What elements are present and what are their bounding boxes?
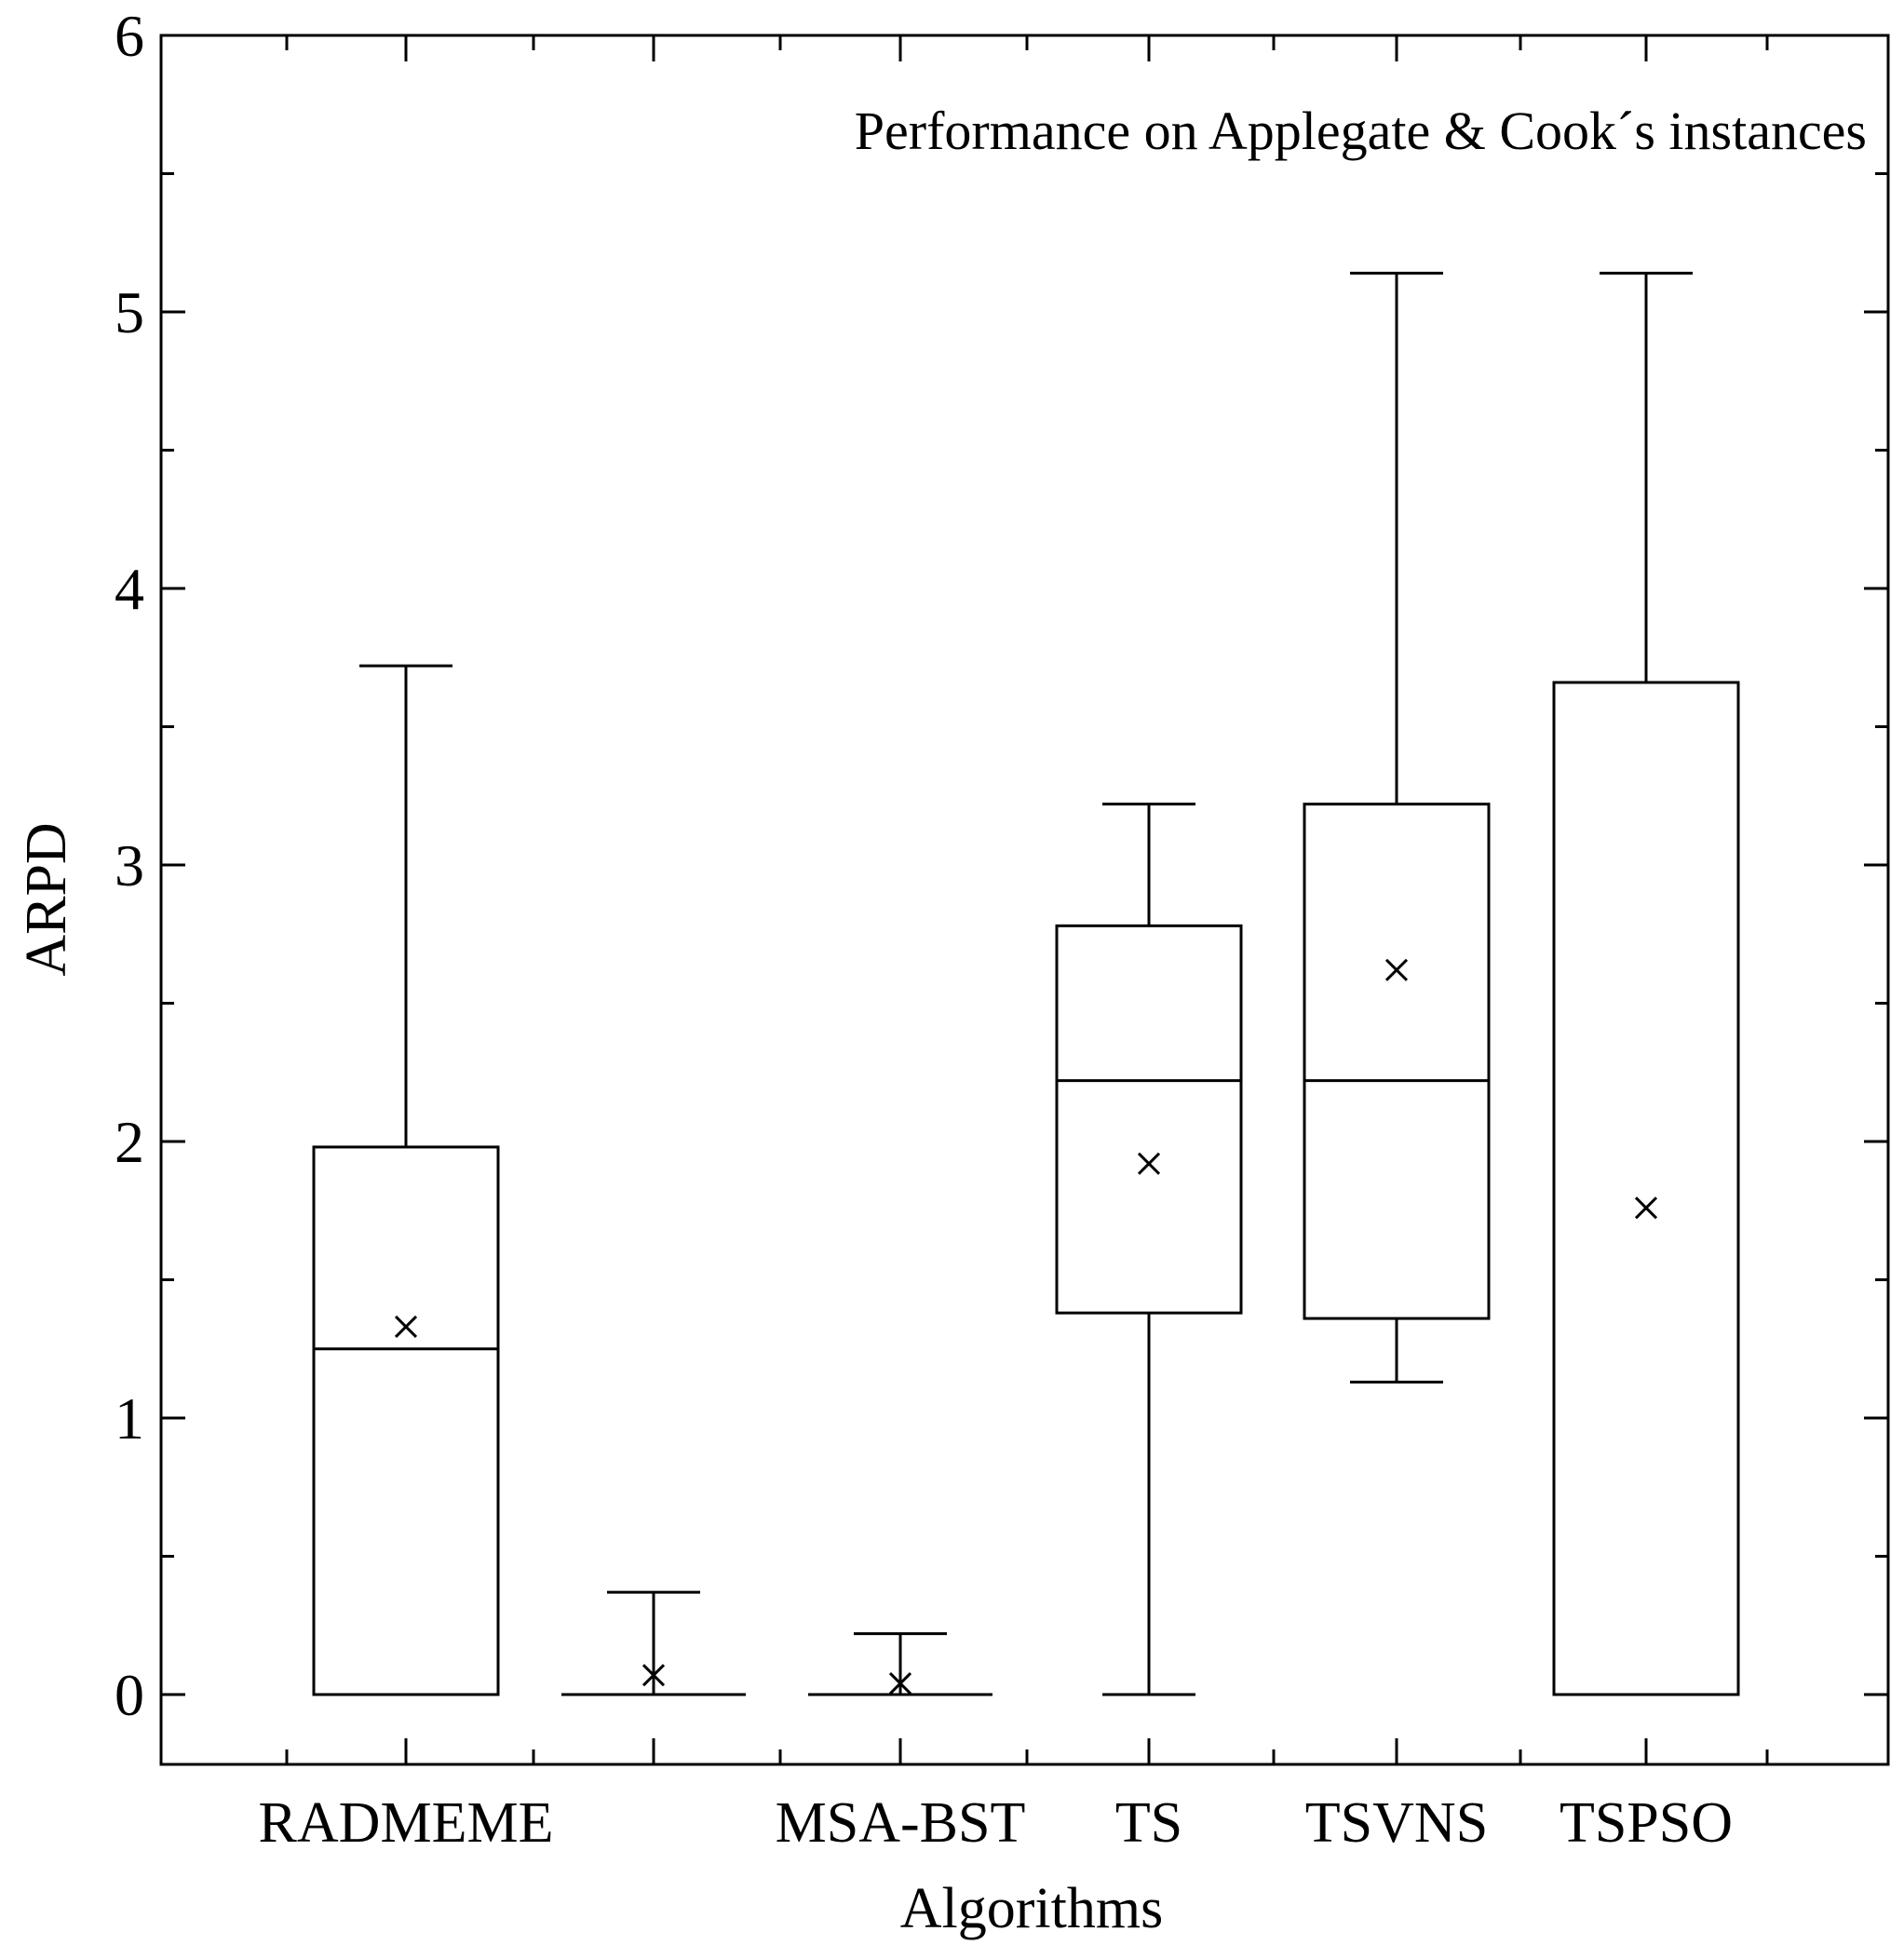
box-radmeme — [312, 664, 500, 1696]
box-tspso — [1552, 271, 1740, 1696]
box-rect — [1552, 681, 1740, 1696]
y-tick-label: 0 — [115, 1662, 144, 1728]
y-tick-label: 6 — [115, 3, 144, 69]
x-tick-label: TSVNS — [1305, 1791, 1488, 1855]
box-msa-bst — [808, 1632, 993, 1696]
y-tick-label: 4 — [115, 556, 144, 622]
y-tick-label: 5 — [115, 279, 144, 345]
x-tick-label: MSA-BST — [776, 1791, 1026, 1855]
mean-marker — [1634, 1196, 1658, 1220]
box-rect — [312, 1145, 500, 1696]
y-axis-title: ARPD — [15, 822, 78, 976]
box-rect — [1055, 924, 1243, 1315]
mean-marker — [1137, 1152, 1161, 1175]
y-tick-label: 1 — [115, 1385, 144, 1452]
mean-marker — [888, 1672, 912, 1695]
box-unlabeled — [561, 1590, 746, 1696]
box-rect — [1303, 803, 1491, 1320]
y-tick-label: 3 — [115, 832, 144, 898]
y-tick-label: 2 — [115, 1109, 144, 1175]
mean-marker — [641, 1664, 666, 1687]
x-tick-label: TS — [1115, 1791, 1182, 1855]
x-tick-label: TSPSO — [1560, 1791, 1733, 1855]
x-tick-label: RADMEME — [259, 1791, 554, 1855]
x-axis-title: Algorithms — [900, 1877, 1163, 1940]
box-tsvns — [1303, 271, 1491, 1384]
box-ts — [1055, 803, 1243, 1696]
mean-marker — [394, 1315, 418, 1339]
chart-title: Performance on Applegate & Cook´s instan… — [855, 101, 1867, 161]
mean-marker — [1384, 958, 1409, 981]
plot-frame — [159, 34, 1890, 1766]
